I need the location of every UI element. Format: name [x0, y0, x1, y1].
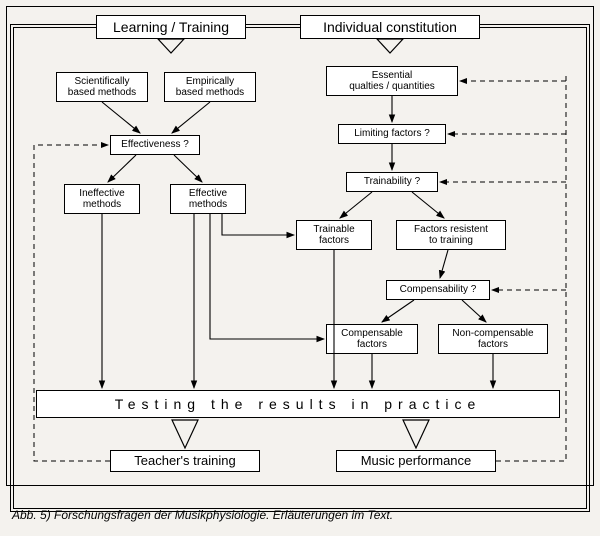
- node-effective-methods: Effective methods: [170, 184, 246, 214]
- node-noncompensable-factors: Non-compensable factors: [438, 324, 548, 354]
- node-compensability: Compensability ?: [386, 280, 490, 300]
- node-factors-resistant: Factors resistent to training: [396, 220, 506, 250]
- node-compensable-factors: Compensable factors: [326, 324, 418, 354]
- top-label-individual: Individual constitution: [300, 15, 480, 39]
- node-trainability: Trainability ?: [346, 172, 438, 192]
- node-trainable-factors: Trainable factors: [296, 220, 372, 250]
- top-label-learning: Learning / Training: [96, 15, 246, 39]
- bottom-label-music: Music performance: [336, 450, 496, 472]
- bottom-label-teacher: Teacher's training: [110, 450, 260, 472]
- node-empirical-methods: Empirically based methods: [164, 72, 256, 102]
- figure-caption: Abb. 5) Forschungsfragen der Musikphysio…: [12, 508, 393, 522]
- results-bar: Testing the results in practice: [36, 390, 560, 418]
- node-ineffective-methods: Ineffective methods: [64, 184, 140, 214]
- node-effectiveness: Effectiveness ?: [110, 135, 200, 155]
- node-limiting-factors: Limiting factors ?: [338, 124, 446, 144]
- node-scientific-methods: Scientifically based methods: [56, 72, 148, 102]
- node-essential-qualities: Essential qualties / quantities: [326, 66, 458, 96]
